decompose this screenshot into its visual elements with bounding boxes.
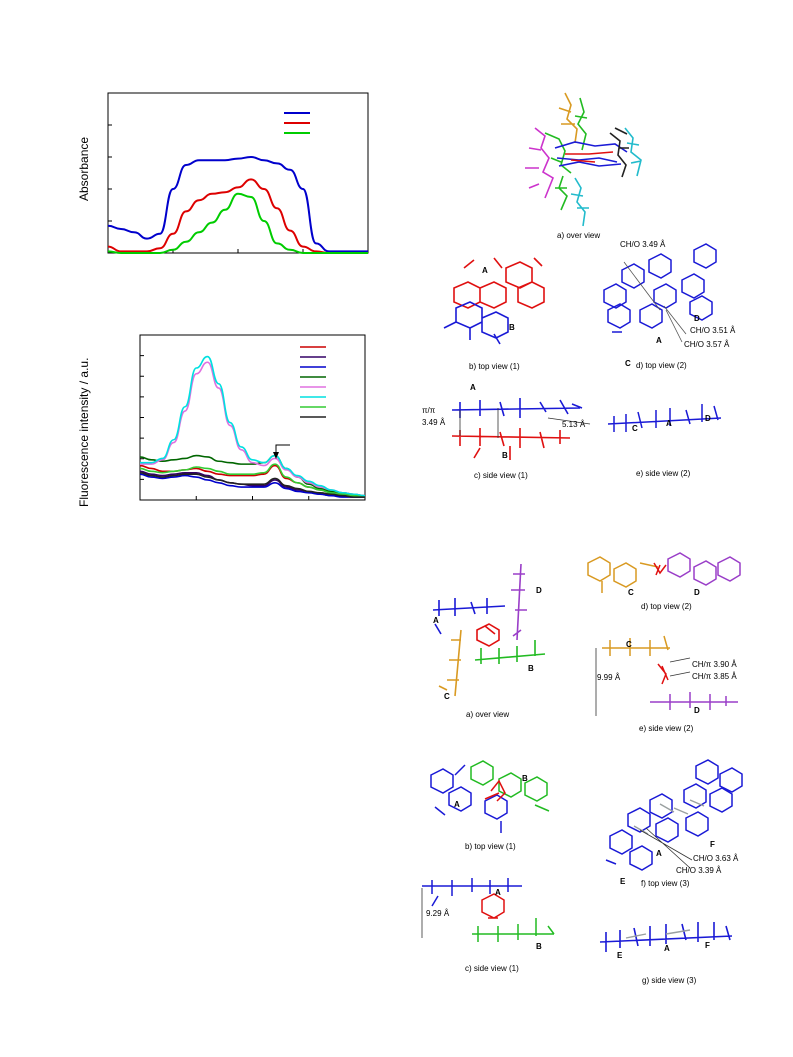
fluorescence-y-label: Fluorescence intensity / a.u.: [77, 357, 91, 507]
fig2g-label-A: A: [664, 944, 670, 953]
fig2-top-view-2-molecule: [587, 552, 741, 593]
fig1-top-view-2-molecule: [603, 243, 717, 343]
fig1e-label-D: D: [705, 414, 711, 423]
fig1-d513: 5.13 Å: [562, 420, 586, 429]
fig1-caption-a: a) over view: [557, 231, 601, 240]
peak-arrow-head: [273, 452, 279, 459]
absorbance-y-label: Absorbance: [77, 136, 91, 201]
fig2-cho339: CH/O 3.39 Å: [676, 866, 722, 875]
fig2d-label-D: D: [694, 588, 700, 597]
fig2-caption-d: d) top view (2): [641, 602, 692, 611]
fig2a-label-B: B: [528, 664, 534, 673]
peak-arrow: [275, 444, 290, 457]
fig1-cho349: CH/O 3.49 Å: [620, 240, 666, 249]
fig2-top-view-1-molecule: [430, 760, 550, 833]
fig2g-label-E: E: [617, 951, 623, 960]
fig1-cho351: CH/O 3.51 Å: [690, 326, 736, 335]
series-line-1: [107, 155, 368, 253]
fig1-side-view-2-molecule: [607, 404, 722, 432]
series-line-3: [107, 192, 368, 255]
fig1d-label-C: C: [625, 359, 631, 368]
fig2b-label-B: B: [522, 774, 528, 783]
series-line-7: [139, 463, 366, 498]
fig2-caption-g: g) side view (3): [642, 976, 697, 985]
fig2-side-view-1-molecule: [421, 878, 555, 942]
fig2-top-view-3-molecule: [605, 759, 743, 871]
fig2c-label-A: A: [495, 888, 501, 897]
fig1-cho357: CH/O 3.57 Å: [684, 340, 730, 349]
fig2-caption-a: a) over view: [466, 710, 510, 719]
absorbance-chart: [107, 92, 369, 255]
fig1-caption-e: e) side view (2): [636, 469, 691, 478]
fig2-cho363: CH/O 3.63 Å: [693, 854, 739, 863]
plot-frame: [107, 92, 369, 254]
series-line-3: [139, 473, 365, 498]
fig2b-label-A: A: [454, 800, 460, 809]
fig1b-label-A: A: [482, 266, 488, 275]
fig2-d929: 9.29 Å: [426, 909, 450, 918]
fig2e-label-D: D: [694, 706, 700, 715]
fig2e-label-C: C: [626, 640, 632, 649]
fig2a-label-C: C: [444, 692, 450, 701]
fig1-top-view-1-molecule: [443, 257, 545, 345]
fig1c-label-A: A: [470, 383, 476, 392]
fig1e-label-C: C: [632, 424, 638, 433]
series-line-4: [139, 454, 366, 497]
fig2g-label-F: F: [705, 941, 710, 950]
fig2f-label-E: E: [620, 877, 626, 886]
fig2-caption-f: f) top view (3): [641, 879, 690, 888]
fig2-side-view-3-molecule: [599, 922, 733, 952]
fig2-caption-b: b) top view (1): [465, 842, 516, 851]
fig1d-label-D: D: [694, 314, 700, 323]
series-line-2: [107, 178, 368, 255]
fig2-chpi385: CH/π 3.85 Å: [692, 672, 737, 681]
fig2-caption-c: c) side view (1): [465, 964, 519, 973]
fig2f-label-F: F: [710, 840, 715, 849]
fig2-side-view-2-molecule: [595, 635, 738, 716]
fig2-overview-molecule: [432, 563, 546, 697]
fig2a-label-D: D: [536, 586, 542, 595]
fig2-chpi390: CH/π 3.90 Å: [692, 660, 737, 669]
fig1-pipi: π/π 3.49 Å: [422, 406, 446, 427]
fig1-caption-b: b) top view (1): [469, 362, 520, 371]
series-line-8: [139, 471, 365, 498]
fig1-caption-c: c) side view (1): [474, 471, 528, 480]
fig1b-label-B: B: [509, 323, 515, 332]
fig1d-label-A: A: [656, 336, 662, 345]
fig2-d999: 9.99 Å: [597, 673, 621, 682]
fig1-overview-molecule: [525, 92, 642, 227]
fluorescence-chart: [139, 334, 366, 501]
fig2-caption-e: e) side view (2): [639, 724, 694, 733]
fig1e-label-A: A: [666, 419, 672, 428]
fig2c-label-B: B: [536, 942, 542, 951]
fig2f-label-A: A: [656, 849, 662, 858]
fig1-side-view-1-molecule: [451, 398, 591, 460]
fig2d-label-C: C: [628, 588, 634, 597]
fig2a-label-A: A: [433, 616, 439, 625]
fig1-caption-d: d) top view (2): [636, 361, 687, 370]
series-line-6: [139, 355, 366, 497]
fig1c-label-B: B: [502, 451, 508, 460]
